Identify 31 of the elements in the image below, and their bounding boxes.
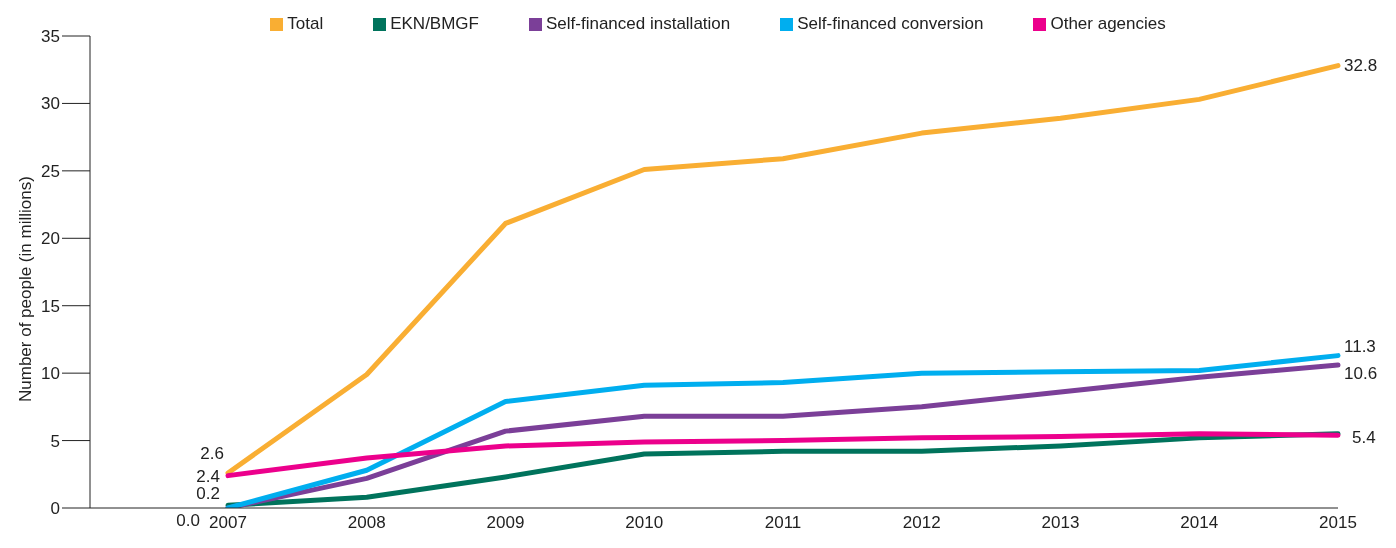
x-tick-label: 2015 bbox=[1319, 513, 1357, 533]
data-label: 2.4 bbox=[196, 466, 220, 486]
y-tick-label: 5 bbox=[50, 431, 60, 451]
data-label: 0.2 bbox=[196, 484, 220, 504]
x-tick-label: 2012 bbox=[902, 513, 941, 533]
legend-label: EKN/BMGF bbox=[390, 14, 479, 33]
y-tick-label: 35 bbox=[41, 27, 60, 47]
y-tick-label: 15 bbox=[41, 296, 60, 316]
x-tick-label: 2008 bbox=[347, 513, 386, 533]
legend-label: Total bbox=[287, 14, 324, 33]
legend-label: Self-financed installation bbox=[545, 14, 731, 33]
y-tick-label: 30 bbox=[41, 94, 60, 114]
data-label: 32.8 bbox=[1344, 55, 1378, 75]
y-tick-label: 20 bbox=[41, 229, 60, 249]
data-label: 5.4 bbox=[1352, 428, 1376, 448]
x-tick-label: 2010 bbox=[625, 513, 664, 533]
legend-label: Other agencies bbox=[1050, 14, 1166, 33]
data-label: 11.3 bbox=[1344, 336, 1376, 356]
x-tick-label: 2007 bbox=[209, 513, 247, 533]
x-tick-label: 2013 bbox=[1041, 513, 1080, 533]
y-tick-label: 25 bbox=[41, 161, 60, 181]
y-axis-title: Number of people (in millions) bbox=[16, 176, 36, 402]
data-label: 0.0 bbox=[176, 511, 200, 530]
x-tick-label: 2009 bbox=[486, 513, 525, 533]
data-label: 10.6 bbox=[1344, 364, 1378, 384]
x-tick-label: 2011 bbox=[764, 513, 802, 533]
x-tick-label: 2014 bbox=[1180, 513, 1219, 533]
data-label: 2.6 bbox=[200, 443, 224, 463]
y-tick-label: 10 bbox=[41, 364, 60, 384]
y-tick-label: 0 bbox=[50, 499, 60, 519]
legend-label: Self-financed conversion bbox=[797, 14, 984, 33]
